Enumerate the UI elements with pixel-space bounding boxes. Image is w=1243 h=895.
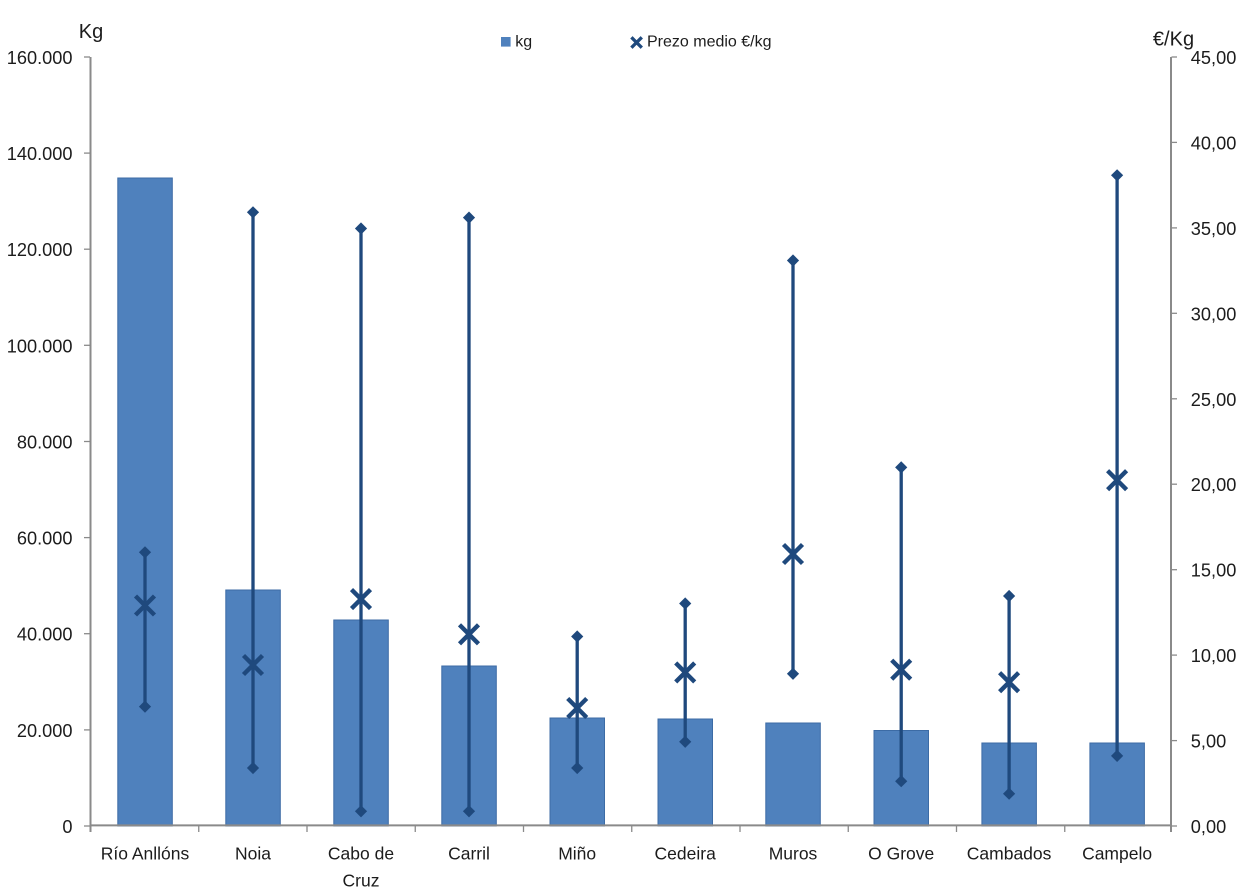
svg-text:40.000: 40.000	[17, 625, 73, 645]
svg-text:45,00: 45,00	[1191, 48, 1237, 68]
svg-text:Cabo de: Cabo de	[328, 844, 394, 864]
svg-text:5,00: 5,00	[1191, 732, 1226, 752]
svg-text:60.000: 60.000	[17, 529, 73, 549]
svg-text:Miño: Miño	[558, 844, 596, 864]
svg-text:140.000: 140.000	[7, 144, 73, 164]
svg-text:25,00: 25,00	[1191, 390, 1237, 410]
svg-text:Cruz: Cruz	[343, 871, 380, 891]
svg-text:Carril: Carril	[448, 844, 490, 864]
svg-text:160.000: 160.000	[7, 48, 73, 68]
svg-text:100.000: 100.000	[7, 336, 73, 356]
svg-text:40,00: 40,00	[1191, 133, 1237, 153]
svg-text:15,00: 15,00	[1191, 561, 1237, 581]
svg-text:10,00: 10,00	[1191, 646, 1237, 666]
svg-text:O Grove: O Grove	[868, 844, 934, 864]
svg-text:35,00: 35,00	[1191, 219, 1237, 239]
svg-text:Prezo medio €/kg: Prezo medio €/kg	[647, 34, 772, 51]
svg-text:Cedeira: Cedeira	[655, 844, 717, 864]
svg-text:Cambados: Cambados	[967, 844, 1052, 864]
svg-text:30,00: 30,00	[1191, 304, 1237, 324]
svg-text:0: 0	[62, 817, 72, 837]
svg-text:Kg: Kg	[79, 21, 103, 43]
svg-text:Río Anllóns: Río Anllóns	[101, 844, 190, 864]
svg-text:€/Kg: €/Kg	[1153, 29, 1194, 51]
svg-text:20.000: 20.000	[17, 721, 73, 741]
svg-text:0,00: 0,00	[1191, 817, 1226, 837]
svg-text:Noia: Noia	[235, 844, 271, 864]
svg-text:kg: kg	[515, 34, 532, 51]
svg-text:Muros: Muros	[769, 844, 818, 864]
svg-text:120.000: 120.000	[7, 240, 73, 260]
svg-text:20,00: 20,00	[1191, 475, 1237, 495]
svg-text:Campelo: Campelo	[1082, 844, 1152, 864]
svg-text:80.000: 80.000	[17, 433, 73, 453]
